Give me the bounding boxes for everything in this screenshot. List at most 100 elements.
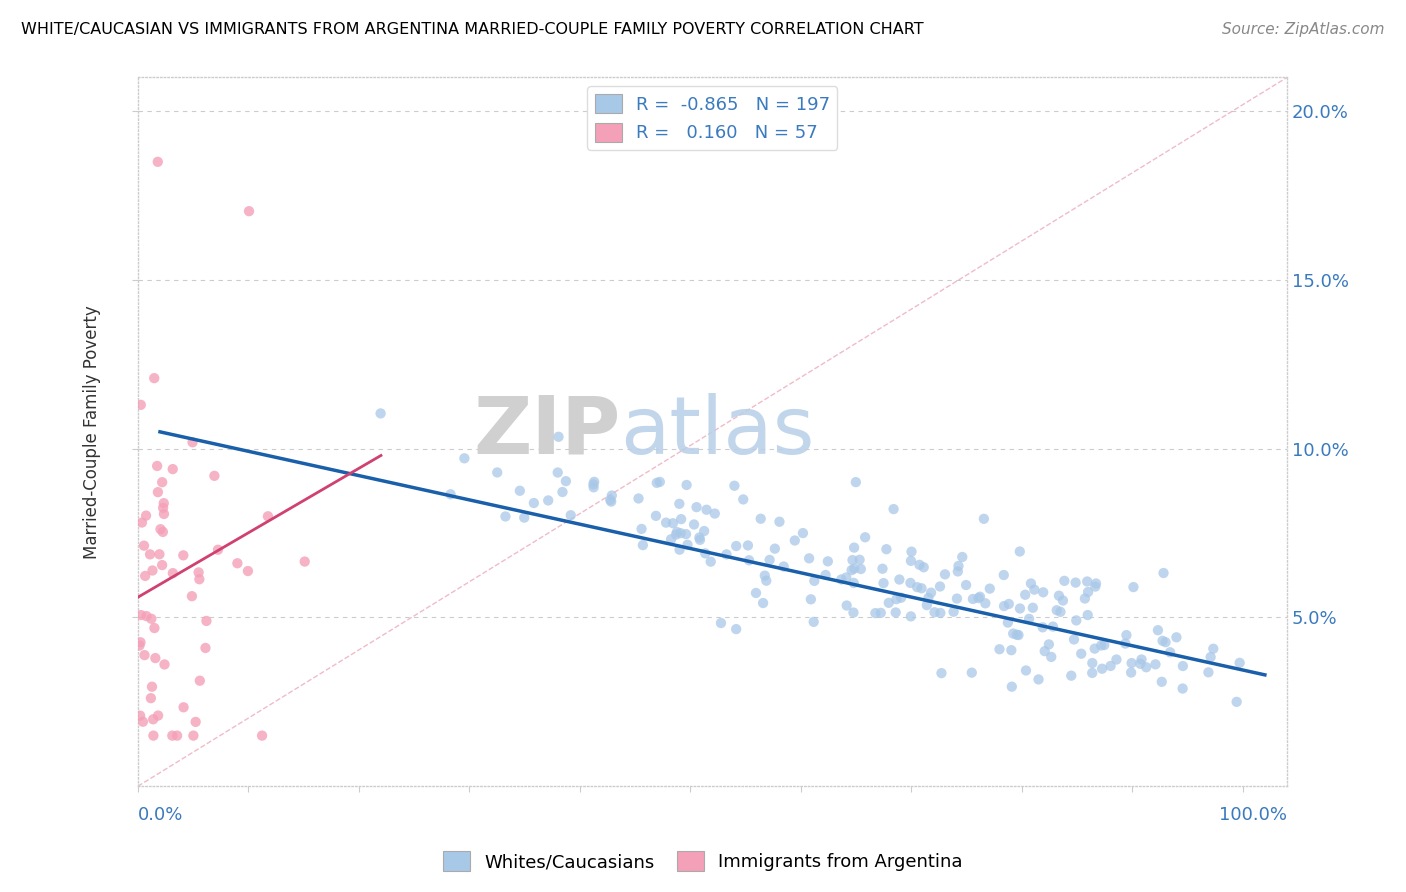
Point	[547, 430, 569, 444]
Text: Married-Couple Family Poverty: Married-Couple Family Poverty	[83, 305, 101, 558]
Point	[1105, 652, 1128, 666]
Point	[688, 531, 710, 545]
Point	[842, 541, 865, 555]
Point	[1001, 680, 1024, 694]
Point	[166, 729, 188, 743]
Point	[886, 592, 908, 607]
Point	[139, 691, 162, 706]
Point	[453, 451, 475, 466]
Point	[370, 406, 392, 420]
Point	[257, 509, 280, 524]
Point	[486, 466, 509, 480]
Point	[627, 491, 650, 506]
Point	[683, 517, 706, 532]
Point	[139, 547, 162, 561]
Point	[835, 599, 858, 613]
Point	[1159, 645, 1181, 659]
Point	[696, 502, 718, 516]
Point	[800, 592, 823, 607]
Point	[153, 657, 176, 672]
Point	[749, 512, 772, 526]
Point	[865, 606, 887, 620]
Point	[582, 477, 605, 491]
Point	[931, 666, 953, 681]
Text: 0.0%: 0.0%	[138, 806, 183, 824]
Point	[146, 154, 169, 169]
Point	[1090, 639, 1112, 653]
Point	[630, 522, 652, 536]
Point	[676, 538, 699, 552]
Point	[1081, 656, 1104, 670]
Point	[752, 596, 775, 610]
Point	[181, 435, 204, 450]
Point	[134, 569, 156, 583]
Point	[738, 553, 761, 567]
Point	[129, 635, 152, 649]
Point	[675, 478, 697, 492]
Point	[993, 568, 1015, 582]
Point	[900, 575, 922, 590]
Point	[872, 562, 894, 576]
Point	[1226, 695, 1249, 709]
Point	[910, 582, 932, 596]
Point	[1015, 664, 1038, 678]
Point	[655, 516, 678, 530]
Point	[669, 512, 692, 526]
Point	[554, 474, 576, 488]
Point	[1229, 656, 1251, 670]
Point	[869, 606, 891, 620]
Point	[668, 497, 690, 511]
Point	[998, 597, 1021, 611]
Point	[551, 485, 574, 500]
Point	[797, 551, 820, 566]
Point	[162, 462, 184, 476]
Point	[645, 508, 668, 523]
Point	[1153, 566, 1175, 580]
Point	[917, 591, 939, 605]
Point	[1171, 681, 1194, 696]
Point	[1084, 580, 1107, 594]
Point	[294, 555, 316, 569]
Point	[668, 542, 690, 557]
Point	[1171, 659, 1194, 673]
Point	[1129, 657, 1152, 671]
Point	[141, 564, 163, 578]
Point	[1064, 575, 1087, 590]
Point	[1032, 585, 1054, 599]
Point	[135, 508, 157, 523]
Point	[129, 708, 152, 723]
Point	[509, 483, 531, 498]
Point	[141, 680, 163, 694]
Point	[250, 729, 273, 743]
Point	[716, 547, 738, 561]
Point	[162, 729, 184, 743]
Point	[842, 606, 865, 620]
Point	[758, 553, 780, 567]
Point	[814, 568, 837, 582]
Text: atlas: atlas	[620, 392, 815, 471]
Point	[148, 547, 170, 561]
Point	[1074, 591, 1097, 606]
Point	[835, 570, 858, 584]
Point	[1047, 589, 1070, 603]
Point	[1114, 636, 1136, 650]
Point	[184, 714, 207, 729]
Point	[207, 542, 229, 557]
Point	[884, 606, 907, 620]
Point	[188, 673, 211, 688]
Point	[1007, 628, 1029, 642]
Point	[202, 468, 225, 483]
Point	[1064, 614, 1087, 628]
Point	[1119, 665, 1142, 680]
Point	[725, 622, 748, 636]
Point	[665, 524, 688, 539]
Point	[135, 609, 157, 624]
Point	[900, 544, 922, 558]
Point	[187, 566, 209, 580]
Point	[915, 598, 938, 612]
Point	[599, 492, 621, 507]
Point	[955, 578, 977, 592]
Point	[817, 554, 839, 568]
Point	[710, 615, 733, 630]
Legend: Whites/Caucasians, Immigrants from Argentina: Whites/Caucasians, Immigrants from Argen…	[436, 844, 970, 879]
